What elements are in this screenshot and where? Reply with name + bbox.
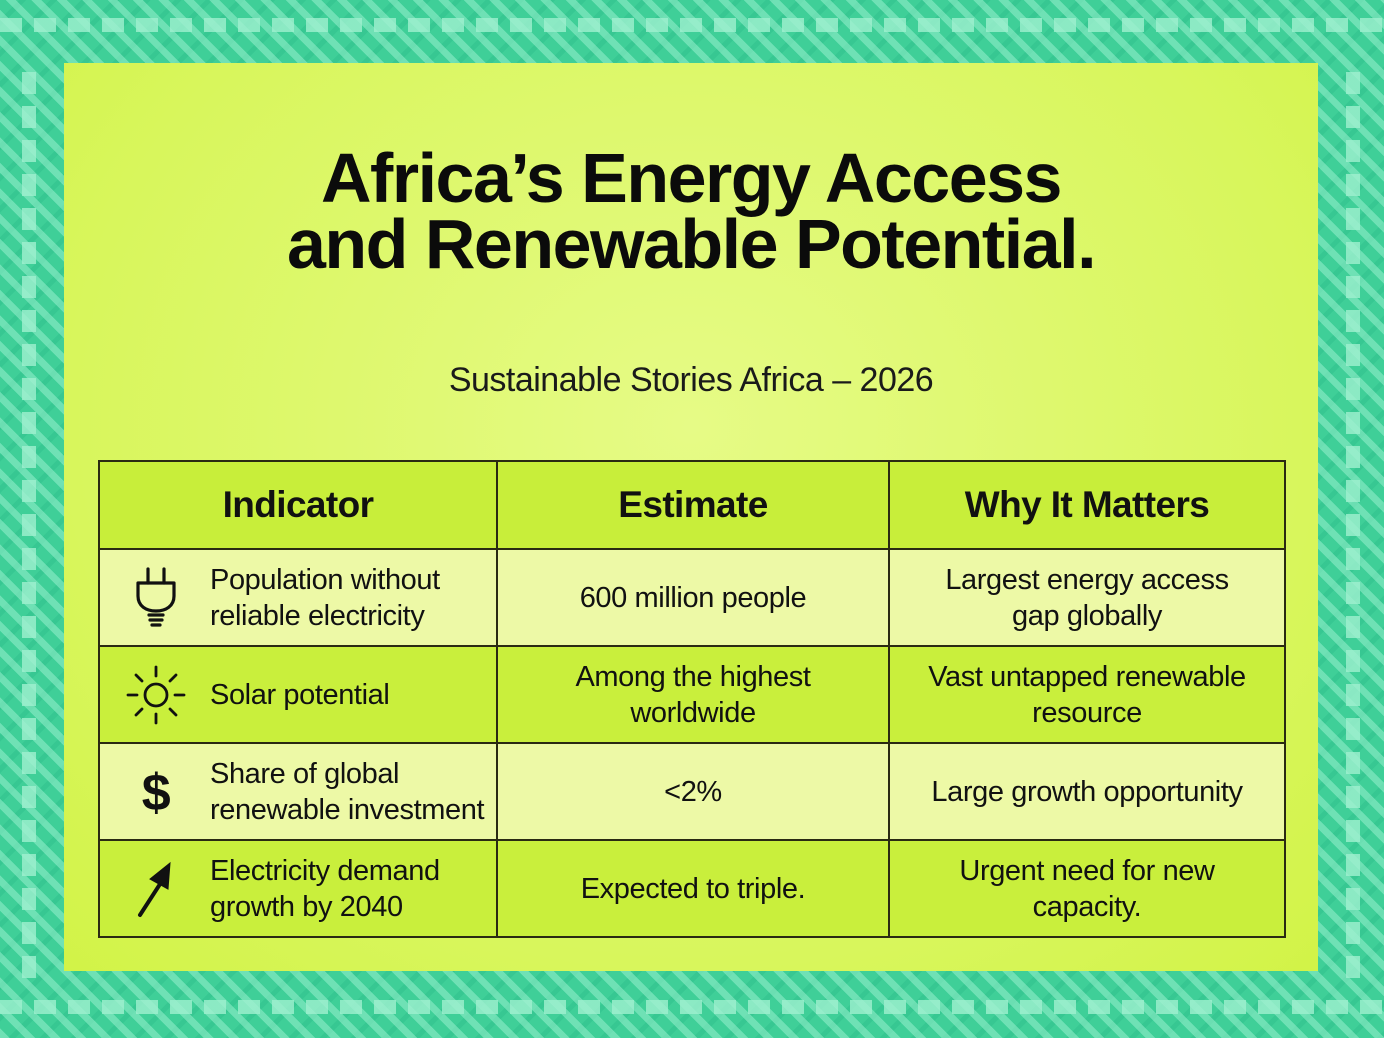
border-pattern-bottom	[0, 1000, 1384, 1014]
indicator-cell: Electricity demand growth by 2040	[98, 839, 498, 938]
why-text-line: resource	[1032, 696, 1142, 729]
indicator-label-line: Share of global	[210, 757, 400, 790]
why-text-line: gap globally	[1012, 599, 1162, 632]
indicator-cell: Population without reliable electricity	[98, 548, 498, 647]
plug-icon	[122, 563, 190, 633]
arrow-up-right-icon	[122, 854, 190, 924]
header-estimate: Estimate	[496, 460, 890, 550]
dollar-icon: $	[122, 757, 190, 827]
header-why-it-matters: Why It Matters	[888, 460, 1286, 550]
title-line-2: and Renewable Potential.	[286, 205, 1097, 283]
table-row: Electricity demand growth by 2040 Expect…	[98, 839, 1286, 938]
indicator-label-line: Solar potential	[210, 678, 390, 711]
svg-text:$: $	[142, 764, 171, 822]
border-pattern-left	[22, 60, 36, 978]
why-cell: Vast untapped renewable resource	[888, 645, 1286, 744]
why-cell: Large growth opportunity	[888, 742, 1286, 841]
subtitle: Sustainable Stories Africa – 2026	[448, 361, 934, 399]
estimate-cell: 600 million people	[496, 548, 890, 647]
page-title: Africa’s Energy Access and Renewable Pot…	[64, 139, 1318, 283]
table-row: $ Share of global renewable investment <…	[98, 742, 1286, 841]
header-indicator: Indicator	[98, 460, 498, 550]
table-row: Population without reliable electricity …	[98, 548, 1286, 647]
why-cell: Largest energy access gap globally	[888, 548, 1286, 647]
table-row: Solar potential Among the highest worldw…	[98, 645, 1286, 744]
why-text-line: Vast untapped renewable	[928, 660, 1246, 693]
estimate-text: 600 million people	[579, 581, 807, 614]
border-pattern-top	[0, 18, 1384, 32]
indicator-table: Indicator Estimate Why It Matters	[98, 460, 1286, 938]
estimate-text-line: worldwide	[630, 696, 756, 729]
border-pattern-right	[1346, 60, 1360, 978]
indicator-label-line: Population without	[210, 563, 440, 596]
why-text: Large growth opportunity	[931, 775, 1243, 808]
indicator-label-line: renewable investment	[210, 793, 485, 826]
estimate-text-line: Among the highest	[575, 660, 811, 693]
estimate-text: <2%	[664, 775, 722, 808]
why-text-line: Urgent need for new	[959, 854, 1215, 887]
poster-panel: Africa’s Energy Access and Renewable Pot…	[64, 63, 1318, 971]
why-text-line: capacity.	[1032, 890, 1142, 923]
title-line-1: Africa’s Energy Access	[320, 139, 1063, 217]
indicator-label-line: Electricity demand	[210, 854, 440, 887]
why-text-line: Largest energy access	[945, 563, 1229, 596]
indicator-label-line: reliable electricity	[210, 599, 425, 632]
indicator-cell: Solar potential	[98, 645, 498, 744]
estimate-cell: Among the highest worldwide	[496, 645, 890, 744]
why-cell: Urgent need for new capacity.	[888, 839, 1286, 938]
indicator-label-line: growth by 2040	[210, 890, 403, 923]
estimate-cell: <2%	[496, 742, 890, 841]
indicator-cell: $ Share of global renewable investment	[98, 742, 498, 841]
estimate-text: Expected to triple.	[580, 872, 806, 905]
estimate-cell: Expected to triple.	[496, 839, 890, 938]
table-header-row: Indicator Estimate Why It Matters	[98, 460, 1286, 550]
sun-icon	[122, 660, 190, 730]
